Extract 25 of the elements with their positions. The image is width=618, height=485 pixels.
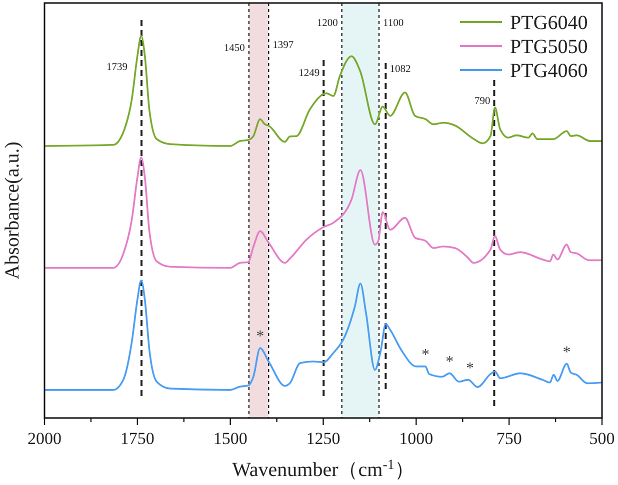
annotation: * <box>466 360 474 377</box>
legend-label: PTG4060 <box>510 60 588 82</box>
ref-line-label: 1249 <box>298 68 320 79</box>
x-tick-label: 2000 <box>28 429 62 448</box>
x-tick-label: 1750 <box>120 429 154 448</box>
x-tick-label: 750 <box>496 429 522 448</box>
ref-line-label: 1397 <box>272 40 294 51</box>
annotation: * <box>421 346 430 364</box>
x-tick-label: 500 <box>589 429 615 448</box>
annotation: * <box>256 328 264 346</box>
legend-label: PTG5050 <box>510 36 588 58</box>
x-tick-label: 1250 <box>306 429 340 448</box>
ref-line-label: 1739 <box>106 62 128 73</box>
ref-line-label: 1082 <box>390 64 411 75</box>
annotation: * <box>446 353 454 370</box>
annotation: * <box>562 344 571 361</box>
legend-label: PTG6040 <box>510 12 588 34</box>
ref-line-label: 1100 <box>383 18 404 29</box>
ref-line-label: 1450 <box>224 43 245 54</box>
ref-line-label: 1200 <box>316 18 338 29</box>
ref-line-label: 790 <box>474 96 490 107</box>
x-tick-label: 1000 <box>399 429 434 448</box>
y-axis-title: Absorbance(a.u.) <box>2 142 24 280</box>
x-axis-title: Wavenumber（cm$^{-1}$） <box>232 458 414 481</box>
x-tick-label: 1500 <box>213 429 248 448</box>
